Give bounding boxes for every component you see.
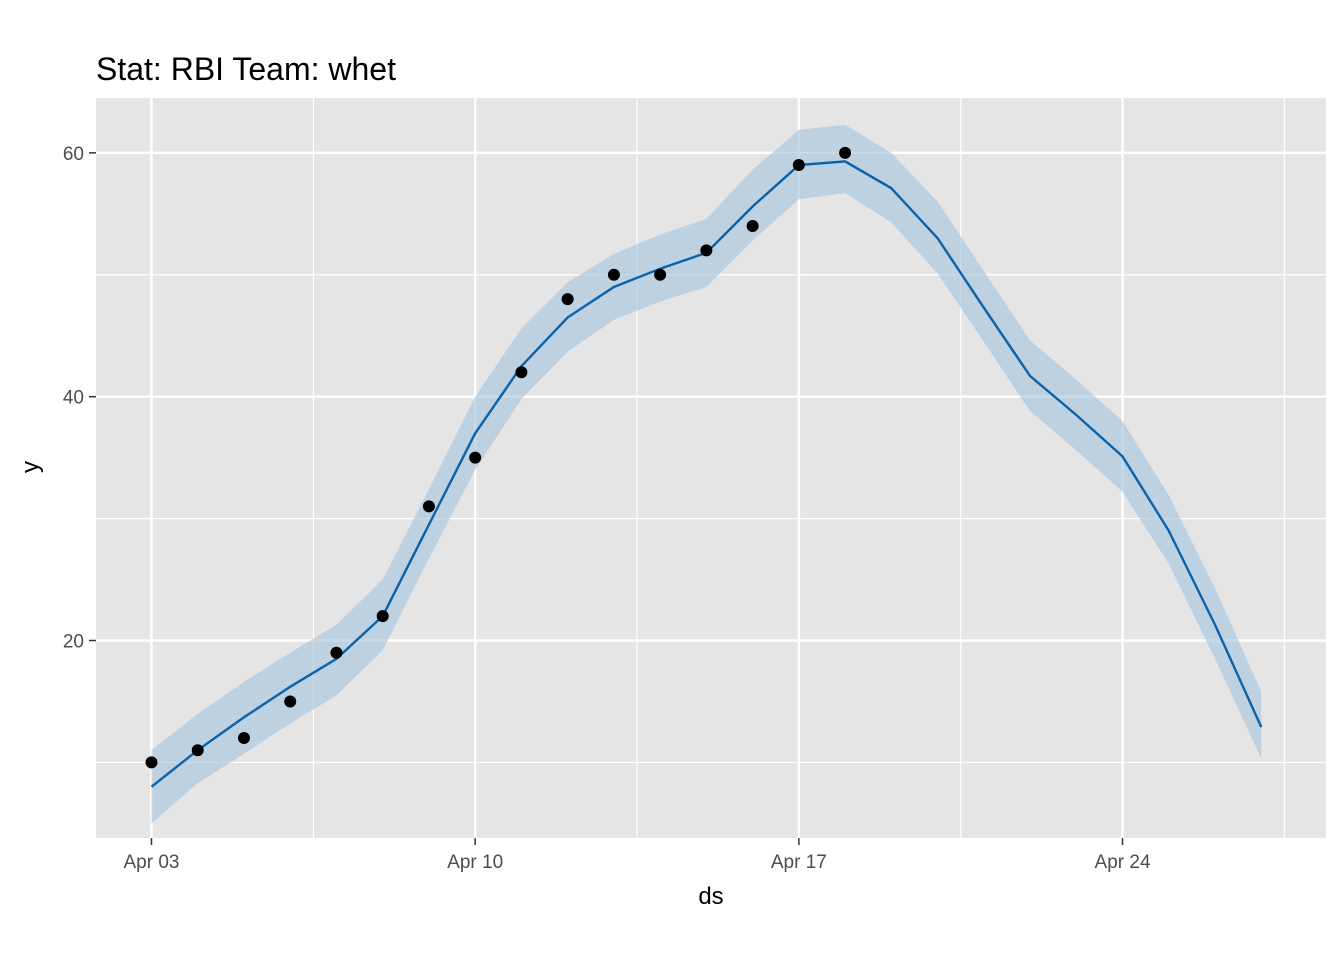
data-point [423, 500, 435, 512]
data-point [654, 269, 666, 281]
data-point [839, 147, 851, 159]
x-axis-title: ds [698, 883, 723, 910]
data-point [700, 244, 712, 256]
y-tick-label: 40 [63, 388, 84, 409]
data-point [793, 159, 805, 171]
data-point [377, 610, 389, 622]
x-tick-label: Apr 24 [1095, 852, 1151, 873]
x-axis-ticks: Apr 03 Apr 10 Apr 17 Apr 24 [123, 838, 1150, 873]
data-point [562, 293, 574, 305]
chart-title: Stat: RBI Team: whet [96, 51, 396, 87]
data-point [608, 269, 620, 281]
x-tick-label: Apr 17 [771, 852, 827, 873]
data-point [145, 756, 157, 768]
x-tick-label: Apr 10 [447, 852, 503, 873]
y-tick-label: 60 [63, 144, 84, 165]
y-tick-label: 20 [63, 632, 84, 653]
data-point [747, 220, 759, 232]
data-point [238, 732, 250, 744]
data-point [469, 452, 481, 464]
data-point [192, 744, 204, 756]
y-axis-title: y [17, 461, 44, 473]
y-axis-ticks: 20 40 60 [63, 144, 96, 653]
data-point [330, 647, 342, 659]
data-point [284, 695, 296, 707]
data-point [515, 366, 527, 378]
x-tick-label: Apr 03 [123, 852, 179, 873]
